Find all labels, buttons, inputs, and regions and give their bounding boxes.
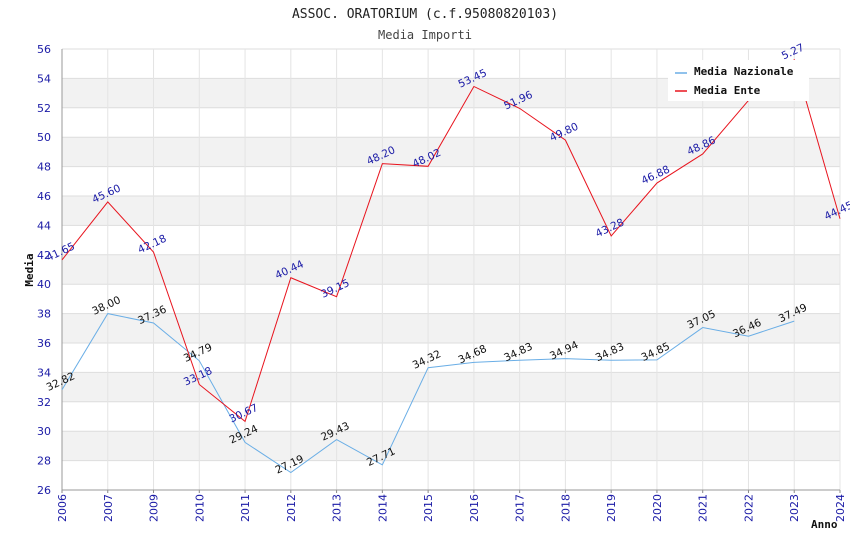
chart-title: ASSOC. ORATORIUM (c.f.95080820103) bbox=[292, 7, 558, 22]
x-tick-label: 2013 bbox=[331, 494, 344, 522]
series-line-media-nazionale bbox=[61, 313, 795, 474]
y-tick-label: 26 bbox=[37, 484, 51, 497]
y-tick-label: 46 bbox=[37, 190, 51, 203]
axes bbox=[61, 49, 840, 491]
y-tick-label: 42 bbox=[37, 249, 51, 262]
grid-band bbox=[62, 431, 840, 461]
grid-bands bbox=[61, 48, 841, 491]
x-axis-label: Anno bbox=[811, 518, 838, 531]
y-tick-label: 52 bbox=[37, 102, 51, 115]
legend-label-media-ente: Media Ente bbox=[694, 84, 761, 97]
x-tick-label: 2015 bbox=[422, 494, 435, 522]
x-tick-label: 2016 bbox=[468, 494, 481, 522]
grid-band bbox=[62, 196, 840, 226]
x-tick-label: 2024 bbox=[834, 494, 847, 522]
y-tick-label: 54 bbox=[37, 72, 51, 85]
grid-band bbox=[62, 254, 840, 285]
grid-band bbox=[62, 401, 840, 432]
series-line-media-ente bbox=[61, 58, 841, 423]
grid-band bbox=[62, 107, 840, 138]
grid-band bbox=[62, 225, 840, 255]
x-tick-label: 2023 bbox=[788, 494, 801, 522]
legend: Media Nazionale Media Ente bbox=[668, 60, 809, 101]
y-axis-ticks: 26 28 30 32 34 36 38 40 42 44 46 48 50 52 54 56 bbox=[37, 43, 51, 497]
x-tick-label: 2020 bbox=[651, 494, 664, 522]
legend-label-media-nazionale: Media Nazionale bbox=[694, 65, 794, 78]
y-tick-label: 28 bbox=[37, 455, 51, 468]
x-tick-label: 2019 bbox=[605, 494, 618, 522]
x-tick-label: 2017 bbox=[514, 494, 527, 522]
x-tick-label: 2018 bbox=[559, 494, 572, 522]
y-tick-label: 32 bbox=[37, 396, 51, 409]
x-tick-label: 2012 bbox=[285, 494, 298, 522]
x-tick-label: 2006 bbox=[56, 494, 69, 522]
grid-band bbox=[62, 166, 840, 196]
y-tick-label: 56 bbox=[37, 43, 51, 56]
x-axis-ticks: 2006 2007 2009 2010 2011 2012 2013 2014 2015 2016… bbox=[56, 490, 847, 522]
y-tick-label: 48 bbox=[37, 161, 51, 174]
chart-subtitle: Media Importi bbox=[378, 28, 472, 42]
y-axis-label: Media bbox=[23, 253, 36, 286]
grid-band bbox=[62, 460, 840, 490]
x-tick-label: 2021 bbox=[697, 494, 710, 522]
y-tick-label: 38 bbox=[37, 308, 51, 321]
grid-band bbox=[62, 284, 840, 314]
x-tick-label: 2011 bbox=[239, 494, 252, 522]
y-tick-label: 44 bbox=[37, 219, 51, 232]
grid-band bbox=[62, 372, 840, 402]
y-tick-label: 34 bbox=[37, 366, 51, 379]
x-tick-label: 2010 bbox=[193, 494, 206, 522]
grid-band bbox=[62, 313, 840, 343]
series-layer bbox=[61, 58, 841, 474]
x-tick-label: 2022 bbox=[742, 494, 755, 522]
x-tick-label: 2007 bbox=[102, 494, 115, 522]
legend-box bbox=[668, 60, 809, 101]
y-tick-label: 50 bbox=[37, 131, 51, 144]
grid-band bbox=[62, 137, 840, 167]
grid-band bbox=[62, 343, 840, 373]
y-tick-label: 40 bbox=[37, 278, 51, 291]
y-tick-label: 36 bbox=[37, 337, 51, 350]
y-tick-label: 30 bbox=[37, 425, 51, 438]
x-tick-label: 2014 bbox=[376, 494, 389, 522]
x-tick-label: 2009 bbox=[148, 494, 161, 522]
